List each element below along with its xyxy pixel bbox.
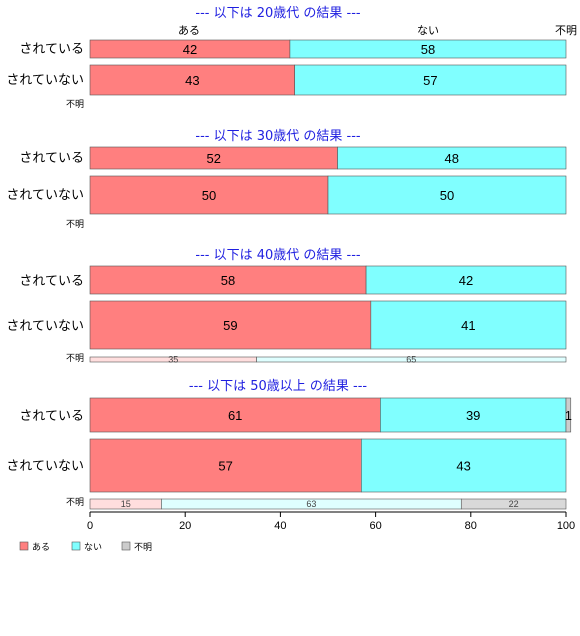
data-label: 50 xyxy=(440,188,454,203)
panel-title-2: --- 以下は 40歳代 の結果 --- xyxy=(195,248,361,263)
bar-segment-0 xyxy=(89,64,295,96)
row-label: されていない xyxy=(6,459,84,474)
data-label: 42 xyxy=(183,42,197,57)
bar-segment-0 xyxy=(89,397,381,433)
data-label: 52 xyxy=(207,151,221,166)
bar-segment-2 xyxy=(460,498,567,510)
column-header-1: ない xyxy=(417,24,439,37)
panel-title-3: --- 以下は 50歳以上 の結果 --- xyxy=(189,379,368,394)
row-label: されている xyxy=(19,274,84,289)
row-label: 不明 xyxy=(66,497,84,508)
row-label: 不明 xyxy=(66,99,84,110)
legend-label-1: ない xyxy=(84,542,102,553)
bar-segment-1 xyxy=(289,39,567,59)
row-label: 不明 xyxy=(66,353,84,364)
data-label: 48 xyxy=(445,151,459,166)
data-label: 58 xyxy=(221,273,235,288)
bar-segment-0 xyxy=(89,175,329,215)
bar-segment-1 xyxy=(361,438,567,493)
row-label: されていない xyxy=(6,188,84,203)
data-label: 43 xyxy=(456,459,470,474)
data-label: 57 xyxy=(218,459,232,474)
data-label: 35 xyxy=(168,355,178,365)
x-tick-label: 100 xyxy=(557,520,575,532)
bar-segment-0 xyxy=(89,438,362,493)
bar-segment-1 xyxy=(365,265,567,295)
bar-segment-0 xyxy=(89,300,372,350)
panel-title-0: --- 以下は 20歳代 の結果 --- xyxy=(195,6,361,21)
bar-segment-1 xyxy=(327,175,567,215)
bar-segment-1 xyxy=(256,356,567,363)
row-label: 不明 xyxy=(66,219,84,230)
bar-segment-1 xyxy=(380,397,567,433)
x-tick-label: 0 xyxy=(87,520,93,532)
data-label: 59 xyxy=(223,318,237,333)
data-label: 42 xyxy=(459,273,473,288)
bar-segment-2 xyxy=(565,397,572,433)
legend-swatch-1 xyxy=(71,541,81,551)
data-label: 65 xyxy=(406,355,416,365)
bar-segment-1 xyxy=(337,146,567,170)
x-tick-label: 80 xyxy=(465,520,477,532)
data-label: 1 xyxy=(565,408,572,423)
row-label: されている xyxy=(19,409,84,424)
row-label: されている xyxy=(19,151,84,166)
legend-label-2: 不明 xyxy=(134,542,152,553)
legend-label-0: ある xyxy=(32,542,50,553)
data-label: 43 xyxy=(185,73,199,88)
data-label: 39 xyxy=(466,408,480,423)
x-tick-label: 60 xyxy=(369,520,381,532)
data-label: 63 xyxy=(306,499,316,509)
data-label: 57 xyxy=(423,73,437,88)
row-label: されていない xyxy=(6,319,84,334)
column-header-0: ある xyxy=(178,24,200,37)
data-label: 22 xyxy=(509,499,519,509)
row-label: されている xyxy=(19,42,84,57)
data-label: 50 xyxy=(202,188,216,203)
legend-swatch-0 xyxy=(19,541,29,551)
panel-title-1: --- 以下は 30歳代 の結果 --- xyxy=(195,129,361,144)
bar-segment-0 xyxy=(89,265,367,295)
data-label: 15 xyxy=(121,499,131,509)
data-label: 41 xyxy=(461,318,475,333)
x-tick-label: 20 xyxy=(179,520,191,532)
bar-segment-1 xyxy=(294,64,567,96)
data-label: 58 xyxy=(421,42,435,57)
bar-segment-1 xyxy=(370,300,567,350)
x-tick-label: 40 xyxy=(274,520,286,532)
data-label: 61 xyxy=(228,408,242,423)
column-header-2: 不明 xyxy=(555,24,577,37)
legend-swatch-2 xyxy=(121,541,131,551)
row-label: されていない xyxy=(6,73,84,88)
